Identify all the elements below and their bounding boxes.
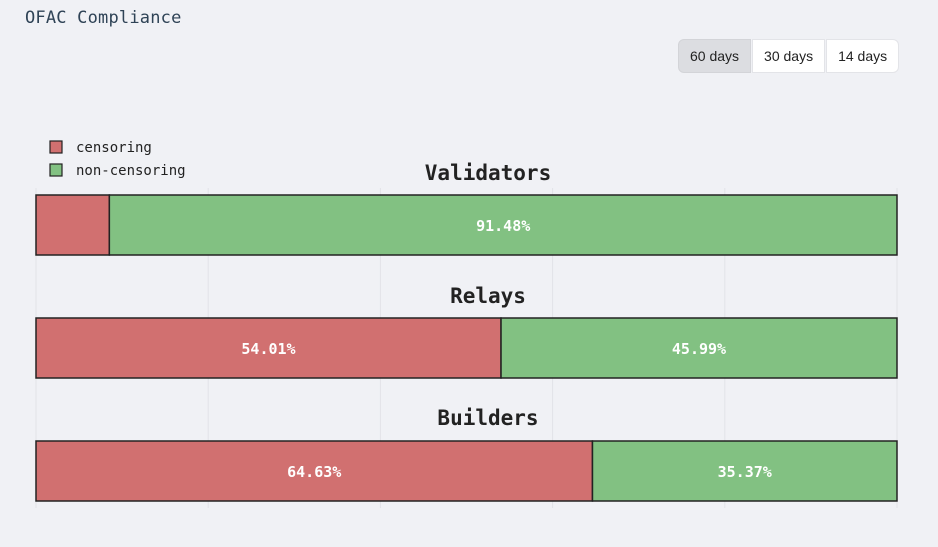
builders-non-censoring-label: 35.37% [718,463,772,481]
range-30-days-button[interactable]: 30 days [752,39,826,73]
range-60-days-button[interactable]: 60 days [678,39,752,73]
legend-label: censoring [76,140,152,156]
relays-non-censoring-label: 45.99% [672,340,726,358]
panel-title-validators: Validators [425,161,551,185]
relays-non-censoring-bar [500,317,898,379]
builders-censoring-label: 64.63% [287,463,341,481]
validators-non-censoring-label: 91.48% [476,217,530,235]
page-title: OFAC Compliance [25,8,182,28]
panel-title-relays: Relays [450,284,526,308]
legend-swatch-non-censoring [49,163,63,177]
builders-non-censoring-bar [591,440,898,502]
legend-label: non-censoring [76,163,186,179]
validators-non-censoring-bar [108,194,898,256]
builders-censoring-bar [35,440,594,502]
relays-censoring-label: 54.01% [241,340,295,358]
panel-title-builders: Builders [437,406,538,430]
range-14-days-button[interactable]: 14 days [826,39,900,73]
validators-censoring-bar [35,194,111,256]
time-range-selector: 60 days 30 days 14 days [678,39,900,73]
legend-swatch-censoring [49,140,63,154]
